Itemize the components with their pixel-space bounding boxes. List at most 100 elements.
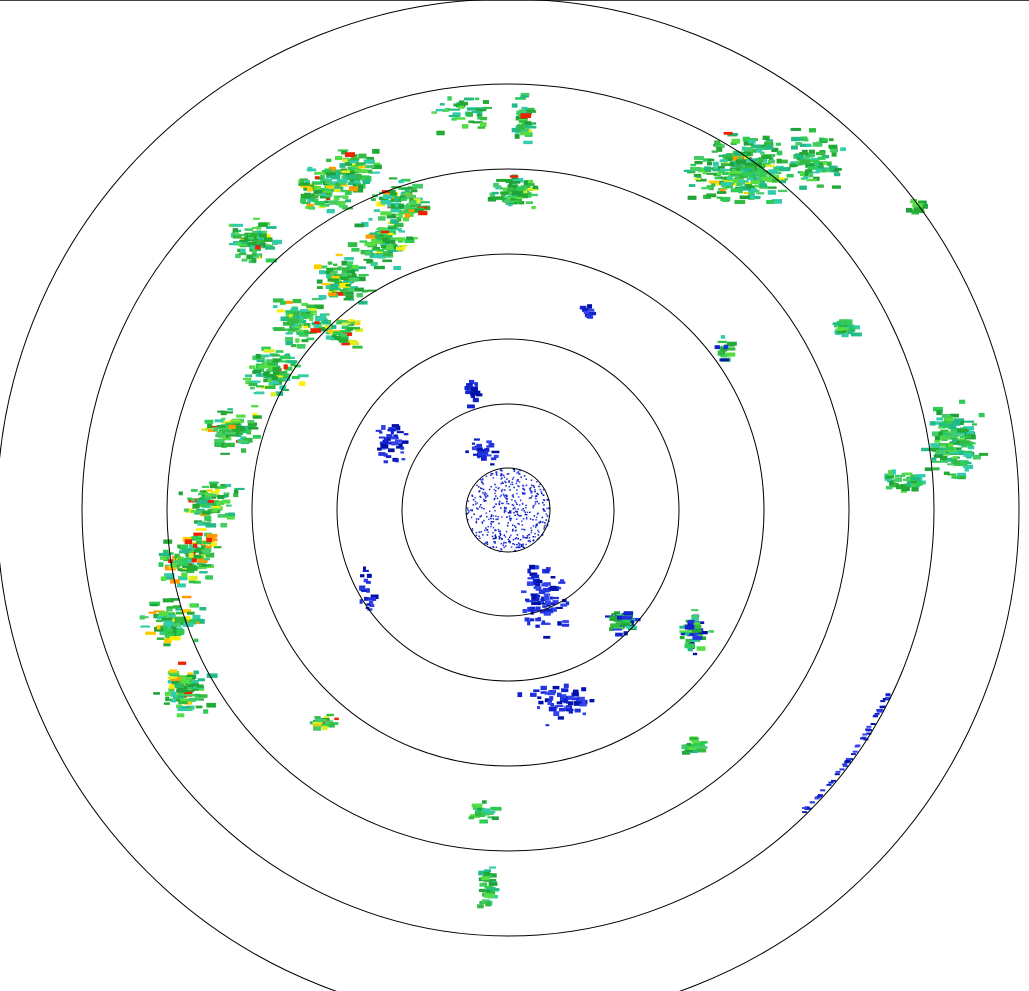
echo-cell (232, 223, 244, 227)
range-ring (465, 467, 551, 553)
echo-cell (545, 513, 548, 515)
echo-cell (834, 168, 842, 171)
echo-cell (540, 596, 547, 602)
echo-cell (521, 528, 523, 531)
echo-cell (520, 476, 522, 478)
echo-cell (485, 496, 487, 498)
echo-cell (203, 557, 210, 561)
echo-cell (373, 248, 385, 252)
echo-cell (301, 311, 307, 316)
echo-cell (495, 472, 498, 475)
echo-cell (485, 527, 487, 529)
echo-cell (197, 566, 207, 570)
echo-cell (325, 175, 333, 178)
echo-cell (866, 732, 872, 735)
echo-cell (295, 338, 300, 343)
echo-cell (536, 524, 538, 527)
echo-cell (320, 195, 326, 199)
echo-cell (300, 193, 312, 199)
echo-cell (516, 503, 518, 506)
echo-cell (952, 440, 964, 445)
echo-cell (535, 525, 537, 527)
echo-cell (366, 156, 375, 160)
echo-cell (535, 495, 537, 497)
echo-cell (621, 618, 629, 622)
echo-cell (778, 189, 788, 193)
echo-cell (336, 201, 346, 206)
echo-cell (530, 490, 532, 492)
echo-cell (296, 329, 304, 333)
echo-cell (530, 529, 533, 532)
echo-cell (529, 193, 539, 197)
echo-cell (921, 447, 931, 452)
echo-cell (235, 253, 241, 259)
echo-cell (847, 330, 854, 335)
echo-cell (490, 463, 495, 466)
echo-cell (516, 472, 518, 474)
echo-cell (334, 717, 339, 721)
echo-cell (494, 541, 496, 543)
echo-cell (193, 580, 201, 584)
echo-cell (799, 185, 807, 190)
echo-cell (491, 191, 499, 195)
echo-cell (514, 500, 516, 502)
echo-cell (342, 207, 354, 210)
echo-cell (364, 241, 376, 246)
echo-cell (395, 237, 406, 241)
echo-cell (534, 490, 536, 493)
echo-cell (737, 166, 747, 169)
echo-cell (609, 616, 617, 622)
echo-cell (474, 390, 481, 396)
echo-cell (486, 515, 488, 518)
echo-cell (340, 272, 352, 276)
echo-cell (759, 175, 766, 179)
echo-cell (564, 706, 571, 709)
echo-cell (497, 487, 499, 490)
echo-cell (537, 534, 540, 536)
echo-cell (520, 95, 527, 99)
echo-cell (176, 704, 183, 709)
echo-cell (508, 485, 510, 488)
echo-cell (963, 420, 975, 423)
echo-cell (483, 106, 492, 109)
echo-cell (491, 521, 493, 523)
echo-cell (888, 469, 893, 475)
echo-cell (491, 535, 494, 538)
echo-cell (490, 485, 492, 488)
echo-cell (802, 171, 813, 177)
echo-cell (379, 441, 386, 445)
echo-cell (499, 500, 501, 503)
echo-cell (572, 689, 579, 694)
echo-cell (505, 481, 507, 484)
echo-cell (157, 615, 164, 620)
echo-cell (494, 510, 496, 512)
echo-cell (523, 140, 533, 145)
echo-cell (484, 529, 486, 532)
echo-cell (172, 627, 183, 631)
echo-cell (530, 527, 532, 529)
echo-cell (500, 548, 503, 551)
echo-cell (506, 494, 508, 497)
echo-cell (350, 277, 358, 282)
echo-cell (732, 154, 737, 157)
echo-cell (720, 188, 726, 194)
echo-cell (500, 474, 502, 477)
echo-cell (238, 430, 244, 436)
echo-cell (313, 726, 322, 731)
echo-cell (930, 443, 940, 448)
echo-cell (140, 625, 151, 628)
echo-cell (820, 789, 826, 792)
echo-cell (290, 344, 297, 348)
echo-cell (530, 484, 533, 486)
echo-cell (150, 603, 158, 607)
echo-cell (326, 713, 334, 717)
echo-cell (743, 171, 754, 177)
echo-cell (351, 342, 360, 346)
echo-cell (555, 606, 563, 610)
echo-cell (728, 175, 733, 180)
echo-cell (694, 160, 703, 165)
echo-cell (449, 108, 461, 111)
echo-cell (776, 158, 782, 164)
echo-cell (681, 750, 691, 755)
echo-cell (531, 491, 533, 493)
